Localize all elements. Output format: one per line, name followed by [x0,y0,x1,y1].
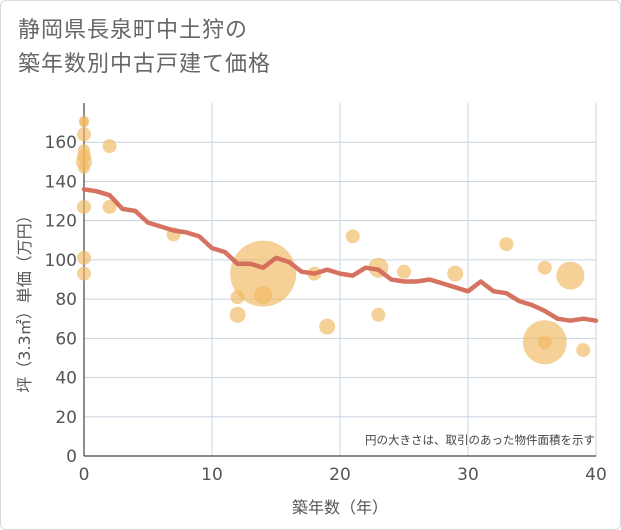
bubble-point [537,260,552,275]
bubble-size-note: 円の大きさは、取引のあった物件面積を示す [365,433,595,447]
x-tick-label: 0 [79,465,90,485]
y-tick-label: 140 [45,172,77,192]
y-tick-label: 120 [45,212,77,232]
bubble-point [537,335,552,350]
bubble-point [102,139,117,154]
title-line-2: 築年数別中古戸建て価格 [18,52,272,77]
title-line-1: 静岡県長泉町中土狩の [18,18,249,43]
bubble-point [319,318,336,335]
y-tick-label: 20 [55,408,77,428]
bubble-point [499,237,514,252]
grid-lines [84,103,597,456]
chart-title: 静岡県長泉町中土狩の 築年数別中古戸建て価格 [18,14,271,82]
bubble-point [77,127,91,142]
bubble-point [254,286,273,305]
x-tick-label: 20 [329,465,351,485]
bubble-point [371,307,386,322]
bubble-point [576,343,591,358]
bubble-point [79,117,89,128]
x-tick-label: 10 [201,465,223,485]
y-tick-label: 160 [45,133,77,153]
bubble-point [77,199,91,214]
y-tick-label: 100 [45,251,77,271]
bubble-point [556,261,585,290]
bubble-point [78,161,90,174]
trend-line [81,187,599,323]
y-tick-label: 0 [66,447,77,467]
bubble-point [345,229,360,244]
bubble-point [229,306,246,323]
bubble-point [397,264,411,279]
bubble-point [102,199,117,214]
bubble-series [76,115,591,365]
tick-labels: 0 20 40 60 80 100 120 140 160 0 10 20 30 40 [45,133,607,485]
bubble-point [77,266,91,281]
x-axis-title: 築年数（年） [292,498,388,517]
y-tick-label: 60 [55,329,77,349]
y-axis-title: 坪（3.3㎡）単価（万円） [15,207,34,392]
y-tick-label: 80 [55,290,77,310]
x-tick-label: 40 [585,465,607,485]
bubble-point [447,265,464,282]
bubble-point [77,250,91,265]
y-tick-label: 40 [55,369,77,389]
trend-line-series [81,187,599,323]
x-tick-label: 30 [457,465,479,485]
